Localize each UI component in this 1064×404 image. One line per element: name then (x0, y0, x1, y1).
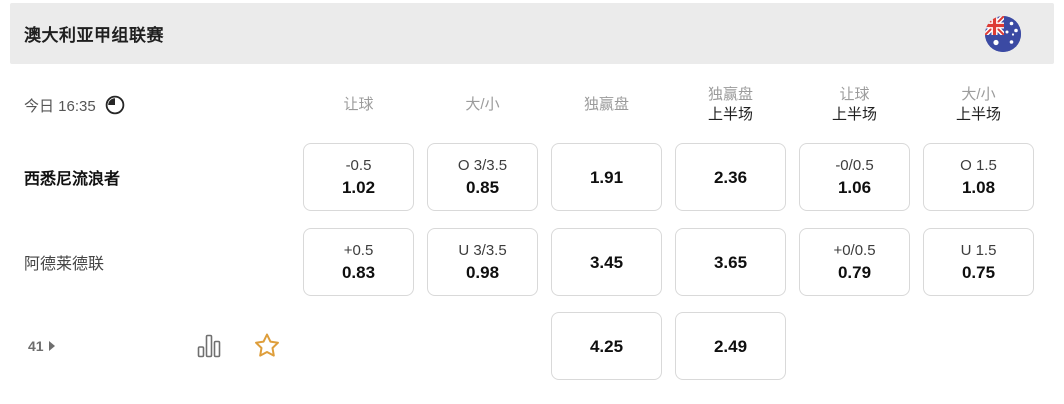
match-time: 今日 16:35 (24, 78, 125, 132)
league-header: 澳大利亚甲组联赛 (10, 3, 1054, 64)
col-header-moneyline-first-half: 独赢盘 上半场 (707, 86, 753, 123)
odds-price: 0.98 (465, 263, 500, 282)
odds-handicap-away[interactable]: +0.5 0.83 (303, 228, 414, 296)
odds-moneyline-first-half-away[interactable]: 3.65 (675, 228, 786, 296)
odds-price: 4.25 (589, 336, 624, 356)
odds-line: +0.5 (343, 242, 374, 259)
team-row-away: 阿德莱德联 +0.5 0.83 U 3/3.5 0.98 3.45 3.65 +… (0, 228, 1064, 296)
col-header-handicap: 让球 (343, 96, 374, 113)
team-row-home: 西悉尼流浪者 -0.5 1.02 O 3/3.5 0.85 1.91 2.36 … (0, 143, 1064, 211)
odds-line: -0.5 (345, 157, 372, 174)
odds-moneyline-draw[interactable]: 4.25 (551, 312, 662, 380)
clock-icon (105, 95, 125, 115)
market-count: 41 (28, 338, 44, 354)
col-header-over-under: 大/小 (465, 96, 500, 113)
odds-price: 3.65 (713, 252, 748, 272)
match-time-label: 今日 16:35 (24, 97, 96, 115)
team-name-home: 西悉尼流浪者 (24, 171, 121, 188)
odds-handicap-home[interactable]: -0.5 1.02 (303, 143, 414, 211)
odds-line: +0/0.5 (833, 242, 876, 259)
odds-line: U 3/3.5 (458, 242, 507, 259)
star-icon (255, 333, 279, 357)
odds-under-first-half-away[interactable]: U 1.5 0.75 (923, 228, 1034, 296)
odds-over-first-half-home[interactable]: O 1.5 1.08 (923, 143, 1034, 211)
odds-line: O 3/3.5 (457, 157, 508, 174)
team-name-away: 阿德莱德联 (24, 256, 105, 273)
odds-over-home[interactable]: O 3/3.5 0.85 (427, 143, 538, 211)
odds-price: 0.83 (341, 263, 376, 282)
odds-price: 2.49 (713, 336, 748, 356)
odds-under-away[interactable]: U 3/3.5 0.98 (427, 228, 538, 296)
odds-handicap-first-half-home[interactable]: -0/0.5 1.06 (799, 143, 910, 211)
odds-price: 1.91 (589, 167, 624, 187)
chevron-right-icon (48, 341, 55, 351)
favorite-button[interactable] (252, 331, 282, 361)
odds-price: 0.85 (465, 178, 500, 197)
odds-price: 2.36 (713, 167, 748, 187)
odds-price: 0.75 (961, 263, 996, 282)
odds-moneyline-away[interactable]: 3.45 (551, 228, 662, 296)
odds-line: -0/0.5 (835, 157, 874, 174)
bar-chart-icon (197, 334, 221, 358)
odds-moneyline-home[interactable]: 1.91 (551, 143, 662, 211)
odds-price: 1.02 (341, 178, 376, 197)
more-markets-button[interactable]: 41 (28, 338, 55, 354)
odds-line: U 1.5 (960, 242, 997, 259)
odds-price: 1.06 (837, 178, 872, 197)
col-header-over-under-first-half: 大/小 上半场 (955, 86, 1001, 123)
odds-handicap-first-half-away[interactable]: +0/0.5 0.79 (799, 228, 910, 296)
col-header-handicap-first-half: 让球 上半场 (831, 86, 877, 123)
odds-line: O 1.5 (960, 157, 997, 174)
odds-moneyline-first-half-home[interactable]: 2.36 (675, 143, 786, 211)
odds-price: 3.45 (589, 252, 624, 272)
draw-row: 41 4.25 2.49 (0, 312, 1064, 380)
odds-price: 0.79 (837, 263, 872, 282)
stats-button[interactable] (196, 332, 222, 360)
australia-flag-icon (985, 15, 1021, 52)
league-title: 澳大利亚甲组联赛 (24, 26, 164, 45)
odds-moneyline-first-half-draw[interactable]: 2.49 (675, 312, 786, 380)
odds-price: 1.08 (961, 178, 996, 197)
col-header-moneyline: 独赢盘 (583, 96, 629, 113)
